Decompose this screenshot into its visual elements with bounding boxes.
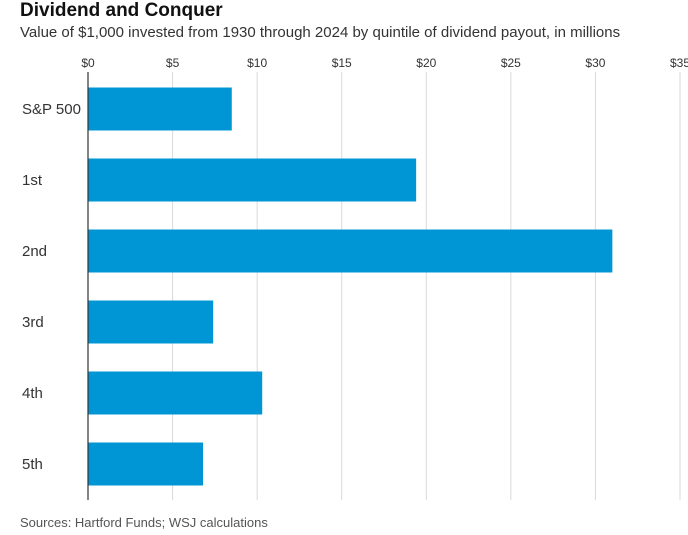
gridlines [172, 72, 681, 500]
x-tick-label: $35 [670, 56, 688, 70]
bar [88, 371, 263, 415]
x-tick-label: $30 [585, 56, 605, 70]
bars [88, 87, 613, 486]
x-tick-label: $15 [332, 56, 352, 70]
chart-title: Dividend and Conquer [20, 0, 223, 21]
category-label: 1st [22, 172, 43, 189]
category-label: 4th [22, 385, 43, 402]
bar [88, 229, 613, 273]
bar [88, 87, 232, 131]
source-note: Sources: Hartford Funds; WSJ calculation… [20, 515, 268, 530]
x-tick-label: $0 [81, 56, 95, 70]
bar [88, 158, 417, 202]
category-labels: S&P 500 1st 2nd 3rd 4th 5th [22, 101, 81, 473]
category-label: 2nd [22, 243, 47, 260]
x-tick-label: $10 [247, 56, 267, 70]
x-tick-label: $5 [166, 56, 180, 70]
bar [88, 442, 204, 486]
category-label: 5th [22, 456, 43, 473]
category-label: 3rd [22, 314, 44, 331]
category-label: S&P 500 [22, 101, 81, 118]
x-tick-label: $20 [416, 56, 436, 70]
x-axis-ticks: $0 $5 $10 $15 $20 $25 $30 $35 [81, 56, 688, 70]
x-tick-label: $25 [501, 56, 521, 70]
bar [88, 300, 214, 344]
chart-subtitle: Value of $1,000 invested from 1930 throu… [20, 24, 621, 41]
